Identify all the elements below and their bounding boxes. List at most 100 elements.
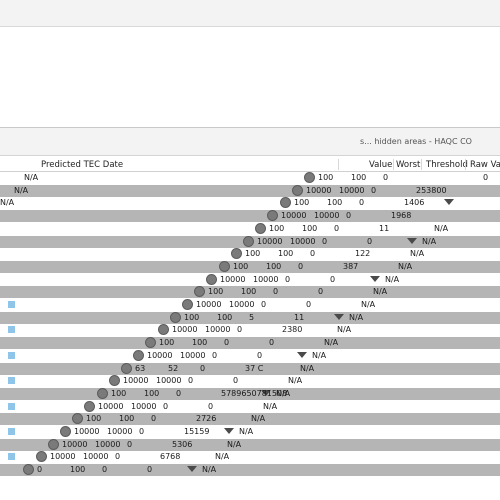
table-row[interactable]: 10000 10000 0 0 N/A — [0, 274, 500, 286]
value-cell: 10000 — [281, 211, 307, 220]
threshold-cell: 0 — [334, 224, 340, 233]
threshold-cell: 0 — [322, 237, 328, 246]
worst-cell: 10000 — [180, 351, 206, 360]
col-divider[interactable] — [421, 159, 422, 170]
threshold-cell: 0 — [261, 300, 267, 309]
table-row[interactable]: 10000 10000 0 0 N/A — [0, 299, 500, 311]
tec-status-cell: N/A — [276, 389, 291, 398]
raw-value-cell: 6768 — [160, 452, 181, 461]
worst-cell: 10000 — [290, 237, 316, 246]
raw-value-cell: 0 — [330, 275, 336, 284]
col-header-predicted-tec-date[interactable]: Predicted TEC Date — [41, 160, 124, 170]
raw-value-cell: 122 — [355, 249, 371, 258]
tec-status-cell: N/A — [288, 376, 303, 385]
tec-status-cell: N/A — [337, 325, 352, 334]
tec-status-cell: N/A — [398, 262, 413, 271]
window-top-area — [0, 0, 500, 27]
value-cell: 0 — [37, 465, 43, 474]
status-icon — [231, 248, 242, 259]
threshold-cell: 0 — [212, 351, 218, 360]
worst-cell: 10000 — [253, 275, 279, 284]
threshold-cell: 0 — [346, 211, 352, 220]
table-row[interactable]: 10000 10000 0 5306 N/A — [0, 439, 500, 451]
chevron-down-icon[interactable] — [297, 352, 307, 358]
threshold-cell: 0 — [273, 287, 279, 296]
table-row[interactable]: 10000 10000 0 6768 N/A — [0, 451, 500, 463]
value-cell: 10000 — [147, 351, 173, 360]
value-cell: 10000 — [62, 440, 88, 449]
table-row[interactable]: 10000 10000 0 0 N/A — [0, 401, 500, 413]
chevron-down-icon[interactable] — [444, 199, 454, 205]
predicted-tec-date-cell: N/A — [14, 186, 29, 195]
value-cell: 10000 — [50, 452, 76, 461]
col-divider[interactable] — [338, 159, 339, 170]
threshold-cell: 0 — [139, 427, 145, 436]
table-row[interactable]: 100 100 0 2726 N/A — [0, 413, 500, 425]
tec-status-cell: N/A — [215, 452, 230, 461]
chevron-down-icon[interactable] — [224, 428, 234, 434]
status-icon — [255, 223, 266, 234]
chevron-down-icon[interactable] — [187, 466, 197, 472]
table-row[interactable]: 0 100 0 0 N/A — [0, 464, 500, 476]
threshold-cell: 0 — [285, 275, 291, 284]
table-row[interactable]: 100 100 0 0 N/A — [0, 286, 500, 298]
table-row[interactable]: 100 100 0 387 N/A — [0, 261, 500, 273]
table-row[interactable]: N/A 100 100 0 0 — [0, 172, 500, 184]
value-cell: 10000 — [74, 427, 100, 436]
pane-separator[interactable] — [0, 127, 500, 128]
worst-cell: 100 — [192, 338, 208, 347]
threshold-cell: 0 — [383, 173, 389, 182]
threshold-cell: 0 — [151, 414, 157, 423]
table-row[interactable]: 10000 10000 0 2380 N/A — [0, 324, 500, 336]
worst-cell: 10000 — [107, 427, 133, 436]
table-row[interactable]: N/A 10000 10000 0 253800 — [0, 185, 500, 197]
value-cell: 100 — [86, 414, 102, 423]
table-row[interactable]: 10000 10000 0 0 N/A — [0, 375, 500, 387]
selection-marker-icon — [8, 428, 15, 435]
worst-cell: 100 — [302, 224, 318, 233]
tec-status-cell: N/A — [361, 300, 376, 309]
value-cell: 63 — [135, 364, 146, 373]
col-header-threshold[interactable]: Threshold — [426, 160, 468, 170]
table-row[interactable]: 63 52 0 37 C N/A — [0, 363, 500, 375]
table-row[interactable]: 10000 10000 0 15159 N/A — [0, 426, 500, 438]
worst-cell: 100 — [119, 414, 135, 423]
value-cell: 100 — [269, 224, 285, 233]
chevron-down-icon[interactable] — [261, 390, 271, 396]
table-row[interactable]: 10000 10000 0 0 N/A — [0, 350, 500, 362]
table-row[interactable]: N/A 100 100 0 1406 — [0, 197, 500, 209]
smart-attributes-table: N/A 100 100 0 0 N/A 10000 10000 0 253800 N/A 100 100… — [0, 172, 500, 500]
status-icon — [60, 426, 71, 437]
worst-cell: 100 — [217, 313, 233, 322]
table-row[interactable]: 100 100 0 122 N/A — [0, 248, 500, 260]
status-icon — [23, 464, 34, 475]
table-row[interactable]: 100 100 0 5789650781508 N/A — [0, 388, 500, 400]
status-icon — [304, 172, 315, 183]
status-icon — [97, 388, 108, 399]
table-row[interactable]: 100 100 0 0 N/A — [0, 337, 500, 349]
table-row[interactable]: 10000 10000 0 1968 — [0, 210, 500, 222]
col-divider[interactable] — [393, 159, 394, 170]
selection-marker-icon — [8, 352, 15, 359]
chevron-down-icon[interactable] — [407, 238, 417, 244]
value-cell: 10000 — [220, 275, 246, 284]
col-divider[interactable] — [465, 159, 466, 170]
table-row[interactable]: 100 100 5 11 N/A — [0, 312, 500, 324]
table-row[interactable]: 10000 10000 0 0 N/A — [0, 236, 500, 248]
chevron-down-icon[interactable] — [334, 314, 344, 320]
table-toolbar: s... hidden areas - HAQC CO — [0, 128, 500, 156]
col-header-raw-value[interactable]: Raw Valu — [470, 160, 500, 170]
table-row[interactable]: 100 100 0 11 N/A — [0, 223, 500, 235]
threshold-cell: 0 — [115, 452, 121, 461]
col-header-worst[interactable]: Worst — [396, 160, 421, 170]
value-cell: 10000 — [257, 237, 283, 246]
raw-value-cell: 2726 — [196, 414, 217, 423]
threshold-cell: 5 — [249, 313, 255, 322]
threshold-cell: 0 — [188, 376, 194, 385]
selection-marker-icon — [8, 301, 15, 308]
chevron-down-icon[interactable] — [370, 276, 380, 282]
col-header-value[interactable]: Value — [369, 160, 393, 170]
worst-cell: 100 — [70, 465, 86, 474]
value-cell: 100 — [184, 313, 200, 322]
worst-cell: 100 — [351, 173, 367, 182]
